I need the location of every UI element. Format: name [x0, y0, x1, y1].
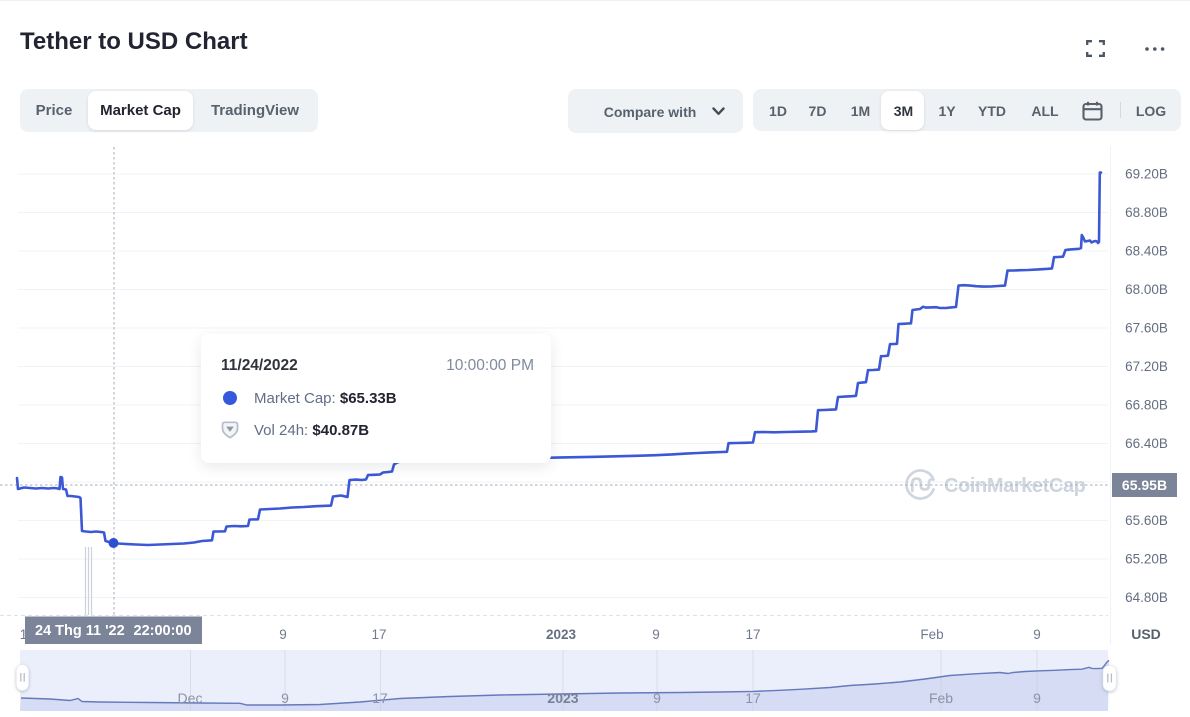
svg-text:66.40B: 66.40B	[1125, 436, 1168, 451]
svg-text:9: 9	[652, 627, 660, 642]
svg-text:USD: USD	[1131, 626, 1161, 642]
svg-text:Dec: Dec	[178, 690, 203, 706]
svg-text:65.95B: 65.95B	[1122, 477, 1167, 493]
svg-text:69.20B: 69.20B	[1125, 167, 1168, 182]
svg-text:67.60B: 67.60B	[1125, 321, 1168, 336]
svg-text:17: 17	[372, 690, 388, 706]
svg-text:CoinMarketCap: CoinMarketCap	[944, 475, 1086, 497]
svg-text:66.80B: 66.80B	[1125, 398, 1168, 413]
svg-text:68.80B: 68.80B	[1125, 205, 1168, 220]
svg-text:2023: 2023	[547, 690, 578, 706]
svg-text:Feb: Feb	[929, 690, 953, 706]
svg-text:64.80B: 64.80B	[1125, 590, 1168, 605]
svg-text:17: 17	[745, 627, 760, 642]
svg-text:67.20B: 67.20B	[1125, 359, 1168, 374]
svg-text:9: 9	[1033, 690, 1041, 706]
svg-text:68.40B: 68.40B	[1125, 244, 1168, 259]
svg-text:17: 17	[745, 690, 761, 706]
svg-text:9: 9	[653, 690, 661, 706]
svg-text:65.20B: 65.20B	[1125, 552, 1168, 567]
svg-text:68.00B: 68.00B	[1125, 282, 1168, 297]
svg-text:9: 9	[1033, 627, 1041, 642]
svg-text:Feb: Feb	[920, 627, 943, 642]
svg-text:22:00:00: 22:00:00	[134, 623, 192, 639]
svg-text:65.60B: 65.60B	[1125, 513, 1168, 528]
svg-text:17: 17	[371, 627, 386, 642]
svg-text:24 Thg 11 '22: 24 Thg 11 '22	[35, 623, 125, 639]
svg-text:9: 9	[279, 627, 287, 642]
svg-text:1: 1	[20, 627, 28, 642]
svg-text:9: 9	[281, 690, 289, 706]
svg-text:2023: 2023	[546, 627, 577, 642]
